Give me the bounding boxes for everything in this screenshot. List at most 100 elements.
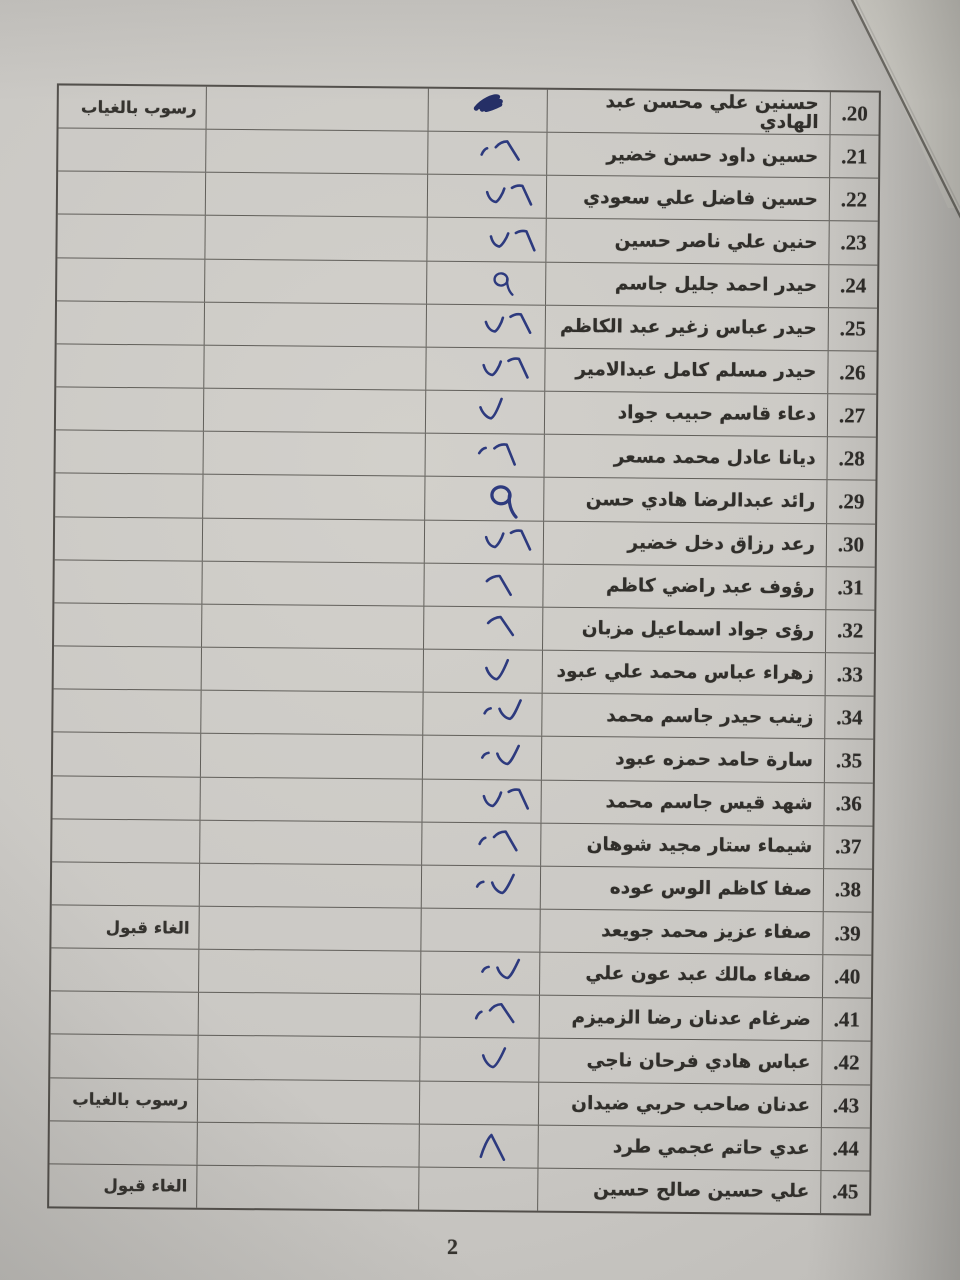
table-row: صفاء مالك عبد عون علي 40. xyxy=(51,947,872,998)
student-name-cell: ديانا عادل محمد مسعر xyxy=(544,434,828,480)
note-cell xyxy=(55,387,205,431)
student-name-cell: عدي حاتم عجمي طرد xyxy=(538,1125,822,1171)
student-name-cell: رعد رزاق دخل خضير xyxy=(543,521,828,566)
note-cell xyxy=(56,301,206,345)
signature-cell xyxy=(420,994,540,1039)
empty-cell xyxy=(200,777,423,822)
student-name-cell: صفاء عزيز محمد جويعد xyxy=(540,909,824,955)
row-number-cell: 24. xyxy=(829,265,877,308)
table-row: عباس هادي فرحان ناجي 42. xyxy=(50,1033,871,1085)
empty-cell xyxy=(202,561,425,606)
row-number-cell: 37. xyxy=(824,826,872,869)
student-name: حيدر مسلم كامل عبدالامير xyxy=(575,359,817,383)
student-name-cell: علي حسين صالح حسين xyxy=(538,1168,822,1214)
check-seven-pen-mark xyxy=(479,306,537,346)
nine-loop-pen-mark xyxy=(466,477,539,528)
note-cell xyxy=(57,214,206,259)
row-number-cell: 25. xyxy=(829,308,877,351)
student-name: حسنين علي محسن عبد الهادي xyxy=(605,90,819,134)
note-cell xyxy=(51,862,201,906)
row-number: 43. xyxy=(832,1093,860,1118)
row-number-cell: 44. xyxy=(821,1128,869,1171)
note-cell xyxy=(50,991,199,1036)
student-name: رؤى جواد اسماعيل مزبان xyxy=(581,618,815,642)
row-number: 42. xyxy=(833,1050,860,1075)
row-number-cell: 21. xyxy=(830,135,878,178)
check-seven-pen-mark xyxy=(479,523,536,561)
empty-cell xyxy=(204,345,427,390)
signature-cell xyxy=(425,390,546,434)
note-cell xyxy=(55,473,204,518)
table-row: حيدر مسلم كامل عبدالامير 26. xyxy=(56,343,877,394)
table-row: زهراء عباس محمد علي عبود 33. xyxy=(53,645,874,696)
signature-cell xyxy=(425,433,545,478)
row-number: 27. xyxy=(838,402,866,428)
note-cell: رسوب بالغياب xyxy=(49,1077,199,1122)
check-seven-pen-mark xyxy=(480,178,537,216)
signature-cell xyxy=(424,520,545,564)
note-cell xyxy=(49,1121,198,1165)
row-number-cell: 22. xyxy=(830,178,878,221)
student-name-cell: حسين فاضل علي سعودي xyxy=(546,176,831,221)
table-row: رؤى جواد اسماعيل مزبان 32. xyxy=(54,602,875,653)
student-name: رؤوف عبد راضي كاظم xyxy=(605,575,815,599)
row-number-cell: 39. xyxy=(823,912,871,955)
student-name-cell: زينب حيدر جاسم محمد xyxy=(542,693,826,739)
signature-cell xyxy=(419,1167,539,1211)
student-name-cell: رؤى جواد اسماعيل مزبان xyxy=(543,607,827,653)
student-name-cell: شيماء ستار مجيد شوهان xyxy=(541,823,825,868)
student-name: حيدر عباس زغير عبد الكاظم xyxy=(559,315,817,340)
student-name-cell: حسين داود حسن خضير xyxy=(547,132,831,178)
row-number-cell: 36. xyxy=(824,783,872,826)
row-number: 32. xyxy=(836,618,864,643)
signature-cell xyxy=(419,1081,540,1125)
row-number: 34. xyxy=(836,705,863,730)
table-row: حيدر احمد جليل جاسم 24. xyxy=(57,257,878,308)
student-name: صفا كاظم الوس عوده xyxy=(609,877,813,901)
empty-cell xyxy=(203,475,426,520)
empty-cell xyxy=(197,1165,420,1210)
note-text: الغاء قبول xyxy=(103,1176,188,1197)
row-number-cell: 43. xyxy=(822,1085,870,1128)
note-text: الغاء قبول xyxy=(105,917,190,938)
student-name-cell: دعاء قاسم حبيب جواد xyxy=(544,391,829,437)
row-number: 23. xyxy=(840,230,867,255)
note-cell xyxy=(53,689,202,734)
table-row: رعد رزاق دخل خضير 30. xyxy=(54,515,876,567)
student-name-cell: عدنان صاحب حربي ضيدان xyxy=(538,1082,823,1127)
student-name: عدنان صاحب حربي ضيدان xyxy=(571,1092,811,1116)
row-number-cell: 42. xyxy=(822,1042,870,1085)
tick-seven-pen-mark xyxy=(471,131,531,176)
student-name: علي حسين صالح حسين xyxy=(593,1179,810,1203)
row-number-cell: 38. xyxy=(824,869,872,912)
table-row: حسين فاضل علي سعودي 22. xyxy=(57,170,879,222)
student-name: سارة حامد حمزه عبود xyxy=(615,748,814,771)
table-row: الغاء قبول علي حسين صالح حسين 45. xyxy=(49,1163,870,1214)
row-number-cell: 34. xyxy=(825,696,873,739)
empty-cell xyxy=(205,173,429,218)
note-cell xyxy=(57,171,207,216)
student-name: عباس هادي فرحان ناجي xyxy=(586,1049,811,1073)
empty-cell xyxy=(198,992,421,1038)
signature-cell xyxy=(419,1124,539,1168)
signature-cell xyxy=(420,1038,540,1082)
row-number: 33. xyxy=(836,661,864,687)
student-name: ديانا عادل محمد مسعر xyxy=(613,445,816,469)
table-row: شيماء ستار مجيد شوهان 37. xyxy=(52,818,873,869)
student-name: حنين علي ناصر حسين xyxy=(614,230,818,253)
student-name-cell: صفاء مالك عبد عون علي xyxy=(539,952,824,998)
row-number: 38. xyxy=(834,877,862,902)
student-name: صفاء مالك عبد عون علي xyxy=(585,963,812,987)
student-name-cell: حيدر مسلم كامل عبدالامير xyxy=(545,348,829,394)
empty-cell xyxy=(202,604,425,649)
student-list-table: رسوب بالغياب حسنين علي محسن عبد الهادي 2… xyxy=(47,83,881,1216)
student-name: زهراء عباس محمد علي عبود xyxy=(556,661,814,685)
empty-cell xyxy=(197,1122,420,1167)
student-name: رعد رزاق دخل خضير xyxy=(627,532,816,555)
row-number-cell: 29. xyxy=(827,481,875,524)
row-number: 44. xyxy=(832,1136,859,1161)
signature-cell xyxy=(428,88,548,132)
row-number-cell: 26. xyxy=(828,351,876,394)
row-number: 30. xyxy=(837,532,865,557)
